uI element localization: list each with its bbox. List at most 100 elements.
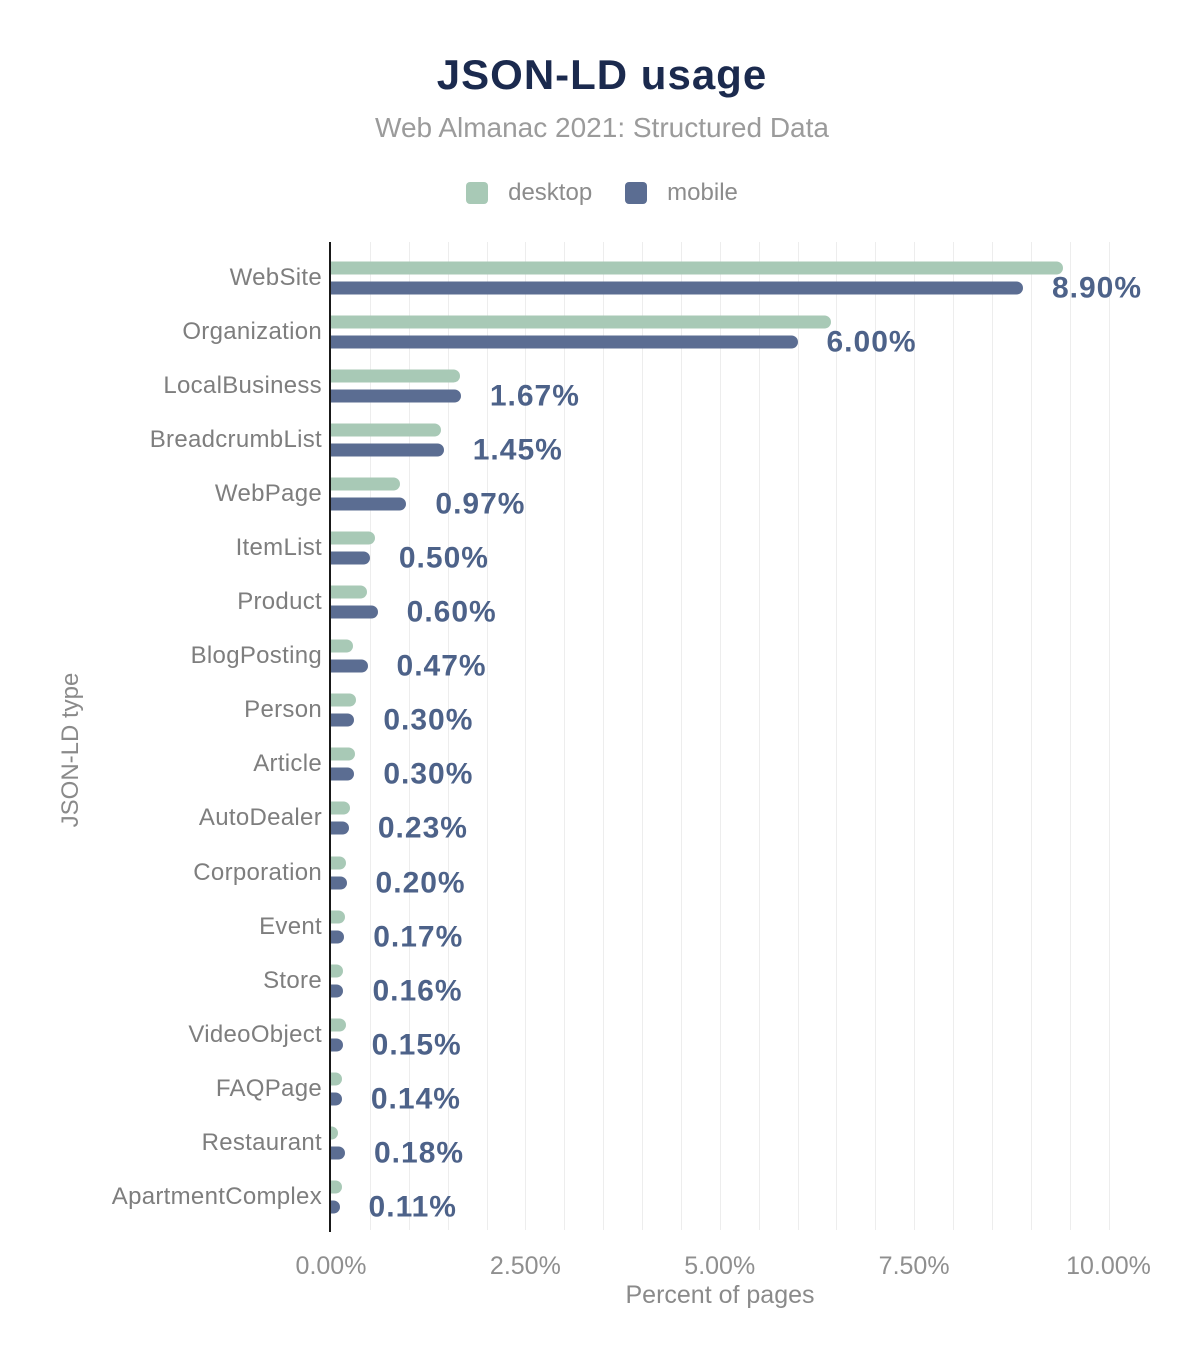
bar-group: 0.30% bbox=[331, 747, 1149, 791]
bar-group: 0.14% bbox=[331, 1072, 1149, 1116]
bar-group: 0.11% bbox=[331, 1180, 1149, 1222]
mobile-bar-line: 0.50% bbox=[331, 541, 1149, 575]
bar-group: 0.50% bbox=[331, 531, 1149, 575]
gridline bbox=[525, 242, 527, 1230]
mobile-bar bbox=[331, 497, 407, 511]
gridline bbox=[680, 242, 682, 1230]
desktop-bar-line bbox=[331, 856, 1149, 870]
bar-rows: WebSite 8.90% Organization 6.00% LocalBusine… bbox=[112, 251, 1149, 1225]
value-label: 0.50% bbox=[398, 541, 489, 575]
bar-group: 6.00% bbox=[331, 315, 1149, 359]
bar-row: VideoObject 0.15% bbox=[188, 1008, 1149, 1062]
value-label: 0.30% bbox=[383, 703, 474, 737]
x-axis-tick-labels: 0.00% 2.50% 5.00% 7.50% 10.00% bbox=[296, 1252, 1151, 1282]
gridline bbox=[953, 242, 954, 1230]
legend-swatch-mobile bbox=[625, 182, 648, 204]
bar-row: WebPage 0.97% bbox=[215, 467, 1149, 521]
desktop-bar-line bbox=[331, 639, 1149, 653]
value-label: 6.00% bbox=[826, 325, 917, 359]
category-label: Restaurant bbox=[201, 1129, 322, 1157]
gridline bbox=[447, 242, 449, 1230]
gridline bbox=[875, 242, 877, 1230]
mobile-bar-line: 0.14% bbox=[331, 1082, 1149, 1116]
mobile-bar bbox=[331, 821, 349, 835]
bar-row: LocalBusiness 1.67% bbox=[163, 359, 1149, 413]
chart-title: JSON-LD usage bbox=[436, 51, 768, 98]
mobile-bar bbox=[331, 443, 444, 457]
mobile-bar bbox=[331, 605, 378, 619]
desktop-bar bbox=[331, 1126, 338, 1140]
bar-row: Store 0.16% bbox=[263, 954, 1149, 1008]
category-label: Person bbox=[244, 696, 322, 724]
category-label: AutoDealer bbox=[198, 804, 322, 832]
desktop-bar-line bbox=[331, 910, 1149, 924]
gridline bbox=[408, 242, 410, 1230]
desktop-bar bbox=[331, 856, 346, 870]
desktop-bar bbox=[331, 747, 356, 761]
category-label: VideoObject bbox=[188, 1020, 322, 1048]
value-label: 0.16% bbox=[372, 974, 463, 1008]
bar-group: 0.23% bbox=[331, 801, 1149, 843]
mobile-bar bbox=[331, 1146, 345, 1160]
bar-group: 1.45% bbox=[331, 423, 1149, 465]
gridline bbox=[991, 242, 993, 1230]
desktop-bar-line bbox=[331, 531, 1149, 545]
desktop-bar-line bbox=[331, 261, 1149, 275]
mobile-bar bbox=[331, 930, 345, 944]
desktop-bar-line bbox=[331, 423, 1149, 437]
bar-row: Restaurant 0.18% bbox=[202, 1116, 1149, 1170]
bar-row: BreadcrumbList 1.45% bbox=[150, 413, 1149, 467]
desktop-bar bbox=[331, 369, 461, 383]
category-label: Event bbox=[259, 912, 322, 940]
desktop-bar bbox=[331, 964, 343, 978]
desktop-bar-line bbox=[331, 369, 1149, 383]
plot-area: WebSite 8.90% Organization 6.00% LocalBusine… bbox=[112, 242, 1149, 1232]
mobile-bar bbox=[331, 659, 368, 673]
desktop-bar-line bbox=[331, 801, 1149, 815]
mobile-bar bbox=[331, 1092, 342, 1106]
legend-label-mobile: mobile bbox=[667, 179, 738, 206]
mobile-bar-line: 6.00% bbox=[331, 325, 1149, 359]
bar-row: Person 0.30% bbox=[244, 683, 1149, 737]
gridline bbox=[603, 242, 605, 1230]
gridline bbox=[564, 242, 566, 1230]
category-label: Article bbox=[253, 750, 322, 778]
mobile-bar-line: 0.16% bbox=[331, 974, 1149, 1008]
x-tick-label: 7.50% bbox=[878, 1252, 950, 1280]
mobile-bar-line: 0.60% bbox=[331, 597, 1149, 627]
mobile-bar-line: 0.23% bbox=[331, 813, 1149, 843]
gridline bbox=[719, 242, 721, 1230]
gridline bbox=[1069, 242, 1071, 1230]
bar-group: 0.20% bbox=[331, 856, 1149, 898]
desktop-bar bbox=[331, 585, 367, 599]
bar-row: ItemList 0.50% bbox=[236, 521, 1149, 575]
category-label: ApartmentComplex bbox=[111, 1183, 322, 1211]
desktop-bar bbox=[331, 423, 441, 437]
category-label: ItemList bbox=[235, 534, 322, 562]
bar-row: Product 0.60% bbox=[237, 575, 1149, 629]
desktop-bar-line bbox=[331, 1180, 1149, 1194]
mobile-bar-line: 0.18% bbox=[331, 1136, 1149, 1170]
desktop-bar bbox=[331, 531, 375, 545]
mobile-bar-line: 0.47% bbox=[331, 649, 1149, 683]
desktop-bar-line bbox=[331, 693, 1149, 707]
legend: desktop mobile bbox=[0, 181, 1200, 205]
bar-row: FAQPage 0.14% bbox=[216, 1062, 1149, 1116]
mobile-bar bbox=[331, 876, 347, 890]
value-label: 0.30% bbox=[383, 757, 474, 791]
value-label: 0.18% bbox=[373, 1136, 465, 1170]
value-label: 0.47% bbox=[396, 649, 487, 683]
mobile-bar-line: 0.11% bbox=[331, 1192, 1149, 1222]
bar-row: Corporation 0.20% bbox=[193, 846, 1149, 900]
bar-row: AutoDealer 0.23% bbox=[199, 791, 1149, 845]
desktop-bar bbox=[331, 801, 351, 815]
bar-row: Article 0.30% bbox=[253, 737, 1149, 791]
mobile-bar bbox=[331, 551, 370, 565]
mobile-bar-line: 0.15% bbox=[331, 1028, 1149, 1062]
mobile-bar bbox=[331, 281, 1023, 295]
value-label: 0.15% bbox=[371, 1028, 462, 1062]
bar-group: 0.18% bbox=[331, 1126, 1149, 1170]
gridline bbox=[836, 242, 838, 1230]
mobile-bar-line: 8.90% bbox=[331, 273, 1149, 303]
value-label: 0.14% bbox=[370, 1082, 461, 1116]
